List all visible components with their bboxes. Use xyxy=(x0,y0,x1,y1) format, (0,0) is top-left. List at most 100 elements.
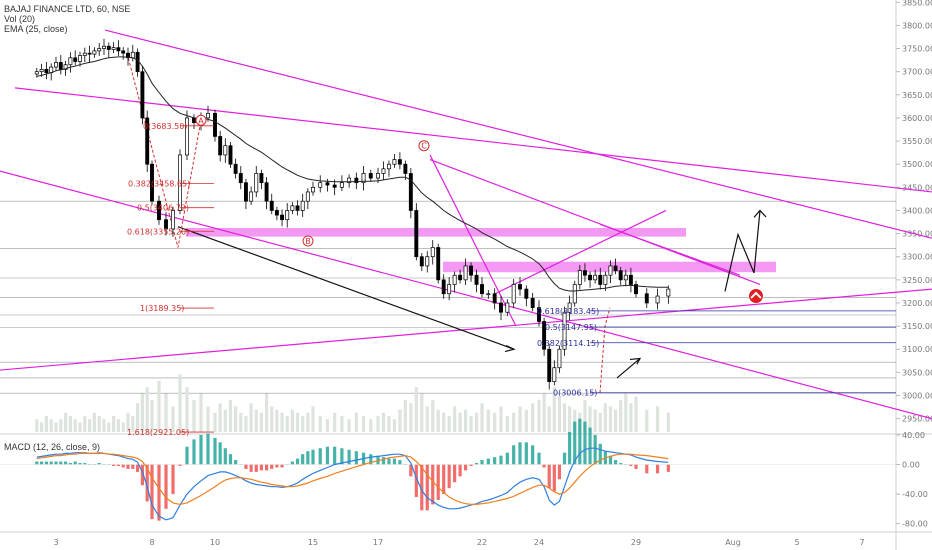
candle-body xyxy=(92,50,97,55)
macd-histogram-bar xyxy=(387,458,391,465)
volume-bar xyxy=(381,412,386,432)
macd-histogram-bar xyxy=(54,461,58,465)
trendline xyxy=(494,209,667,295)
volume-bar xyxy=(218,403,222,432)
macd-histogram-bar xyxy=(542,464,546,468)
volume-bar xyxy=(126,412,130,432)
macd-histogram-bar xyxy=(562,452,567,465)
macd-histogram-bar xyxy=(573,421,577,465)
volume-bar xyxy=(145,387,149,432)
fib-level-label: 0.618(3355.20) xyxy=(127,227,189,236)
y-tick-label: 3800.00 xyxy=(902,21,932,30)
macd-histogram-bar xyxy=(218,442,222,465)
candle-body xyxy=(392,159,397,165)
macd-histogram-bar xyxy=(598,443,602,465)
fib-level-label: 0.382(3458.65) xyxy=(128,180,190,189)
fib-level-label: 0.382(3114.15) xyxy=(537,339,599,348)
candle-body xyxy=(492,293,497,304)
volume-bar xyxy=(499,406,503,432)
macd-histogram-bar xyxy=(121,464,125,468)
y-tick-label: 2950.00 xyxy=(902,415,932,424)
y-tick-label: 3050.00 xyxy=(902,368,932,377)
volume-bar xyxy=(244,416,248,432)
volume-bar xyxy=(562,403,567,432)
x-tick-label: 7 xyxy=(859,538,864,547)
wave-label-circle xyxy=(418,140,430,152)
volume-bar xyxy=(54,422,58,432)
resistance-zone xyxy=(186,227,686,237)
candle-body xyxy=(311,186,315,193)
trendline xyxy=(0,170,932,420)
macd-histogram-bar xyxy=(493,457,497,465)
macd-histogram-bar xyxy=(318,448,322,465)
volume-bar xyxy=(318,416,322,432)
candle-body xyxy=(547,348,552,382)
macd-histogram-bar xyxy=(301,454,305,465)
macd-histogram-bar xyxy=(178,464,182,466)
volume-bar xyxy=(301,416,305,432)
candle-body xyxy=(206,112,210,119)
volume-bar xyxy=(409,403,413,432)
candle-body xyxy=(243,182,248,202)
macd-histogram-bar xyxy=(340,448,344,465)
candle-body xyxy=(593,274,598,281)
candle-body xyxy=(39,69,44,73)
candle-body xyxy=(572,284,577,304)
candle-body xyxy=(140,71,145,119)
candle-body xyxy=(666,288,671,297)
volume-bar xyxy=(44,416,48,432)
macd-histogram-bar xyxy=(469,464,473,466)
volume-bar xyxy=(512,412,516,432)
volume-bar xyxy=(392,419,397,432)
volume-bar xyxy=(425,406,429,432)
volume-bar xyxy=(598,412,602,432)
volume-bar xyxy=(35,419,39,432)
macd-histogram-bar xyxy=(270,464,274,469)
candle-body xyxy=(192,117,196,123)
macd-histogram-bar xyxy=(629,464,633,466)
candle-body xyxy=(87,52,92,55)
macd-histogram-bar xyxy=(213,437,217,465)
y-tick-label: 3650.00 xyxy=(902,91,932,100)
x-tick-label: 3 xyxy=(53,538,58,547)
volume-bar xyxy=(505,416,509,432)
volume-bar xyxy=(285,416,289,432)
macd-histogram-bar xyxy=(275,464,279,468)
volume-bar xyxy=(493,412,497,432)
candle-body xyxy=(58,62,63,70)
volume-bar xyxy=(453,406,457,432)
macd-histogram-bar xyxy=(447,464,451,489)
macd-histogram-bar xyxy=(126,464,130,469)
candle-body xyxy=(567,302,572,313)
volume-bar xyxy=(178,374,182,432)
y-tick-label: 3500.00 xyxy=(902,160,932,169)
macd-histogram-bar xyxy=(78,463,82,465)
candle-body xyxy=(618,270,623,281)
candle-body xyxy=(486,293,491,296)
candle-body xyxy=(339,182,344,188)
candle-body xyxy=(332,184,337,188)
volume-bar xyxy=(259,412,264,432)
macd-histogram-bar xyxy=(150,464,154,520)
candle-body xyxy=(403,163,408,174)
x-tick-label: 24 xyxy=(534,538,544,547)
macd-histogram-bar xyxy=(68,463,72,465)
volume-bar xyxy=(624,393,628,432)
candle-body xyxy=(386,163,391,170)
candle-body xyxy=(634,284,638,295)
macd-histogram-bar xyxy=(325,446,330,465)
volume-bar xyxy=(192,400,196,432)
volume-bar xyxy=(474,412,479,432)
candle-body xyxy=(623,274,628,281)
volume-bar xyxy=(73,419,77,432)
candle-body xyxy=(608,265,613,276)
candle-body xyxy=(145,117,150,165)
candle-body xyxy=(447,284,452,295)
candle-body xyxy=(164,219,168,230)
macd-histogram-bar xyxy=(249,464,253,472)
volume-bar xyxy=(112,416,116,432)
macd-histogram-bar xyxy=(420,464,424,511)
macd-histogram-bar xyxy=(409,464,413,477)
candle-body xyxy=(54,62,58,68)
